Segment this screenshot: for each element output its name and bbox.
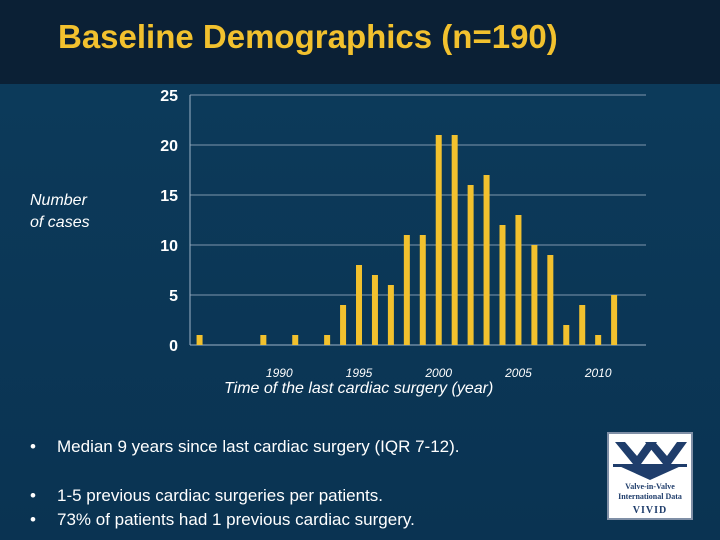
y-axis-label-line-1: Number [30,192,87,209]
chart-y-axis-label: Number of cases [30,190,90,234]
bar-1985 [196,335,203,345]
page-title: Baseline Demographics (n=190) [58,18,558,55]
bullet-text: 1-5 previous cardiac surgeries per patie… [57,486,383,505]
bar-1991 [292,335,299,345]
logo-caption: Valve-in-Valve International Data [609,482,691,502]
y-axis-label-line-2: of cases [30,214,90,231]
y-tick-label: 15 [160,188,178,205]
bar-2011 [611,295,618,345]
bar-1993 [324,335,331,345]
title-bar: Baseline Demographics (n=190) [0,0,720,84]
bar-1989 [260,335,267,345]
bullet-dot: • [30,437,36,456]
logo-abbreviation: VIVID [632,505,668,516]
bullet-text: Median 9 years since last cardiac surger… [57,437,460,456]
bullet-text: 73% of patients had 1 previous cardiac s… [57,510,415,529]
x-tick-label: 2000 [424,366,452,380]
bar-2007 [547,255,554,345]
bar-1999 [419,235,426,345]
y-tick-label: 10 [160,238,178,255]
x-tick-label: 2010 [584,366,612,380]
y-tick-label: 0 [169,338,178,355]
bar-1997 [387,285,394,345]
logo-line-2: International Data [618,492,682,501]
chart-x-axis-label: Time of the last cardiac surgery (year) [224,380,494,397]
bar-2005 [515,215,522,345]
bar-2002 [467,185,474,345]
y-tick-label: 20 [160,138,178,155]
x-tick-label: 1995 [346,366,373,380]
vivid-logo-icon [613,442,687,480]
logo-line-1: Valve-in-Valve [625,482,675,491]
bullet-dot: • [30,486,36,505]
bar-2000 [435,135,442,345]
bar-1998 [403,235,410,345]
bar-2001 [451,135,458,345]
bar-1994 [340,305,347,345]
vivid-logo: Valve-in-Valve International Data VIVID [607,432,693,520]
bar-2006 [531,245,538,345]
y-tick-label: 25 [160,88,178,105]
x-tick-label: 1990 [266,366,293,380]
bullet-dot: • [30,510,36,529]
bar-2004 [499,225,506,345]
bar-2010 [595,335,602,345]
bar-1996 [371,275,378,345]
x-tick-label: 2005 [504,366,532,380]
bar-2008 [563,325,570,345]
bar-1995 [356,265,363,345]
bar-2003 [483,175,490,345]
y-tick-label: 5 [169,288,178,305]
bar-2009 [579,305,586,345]
